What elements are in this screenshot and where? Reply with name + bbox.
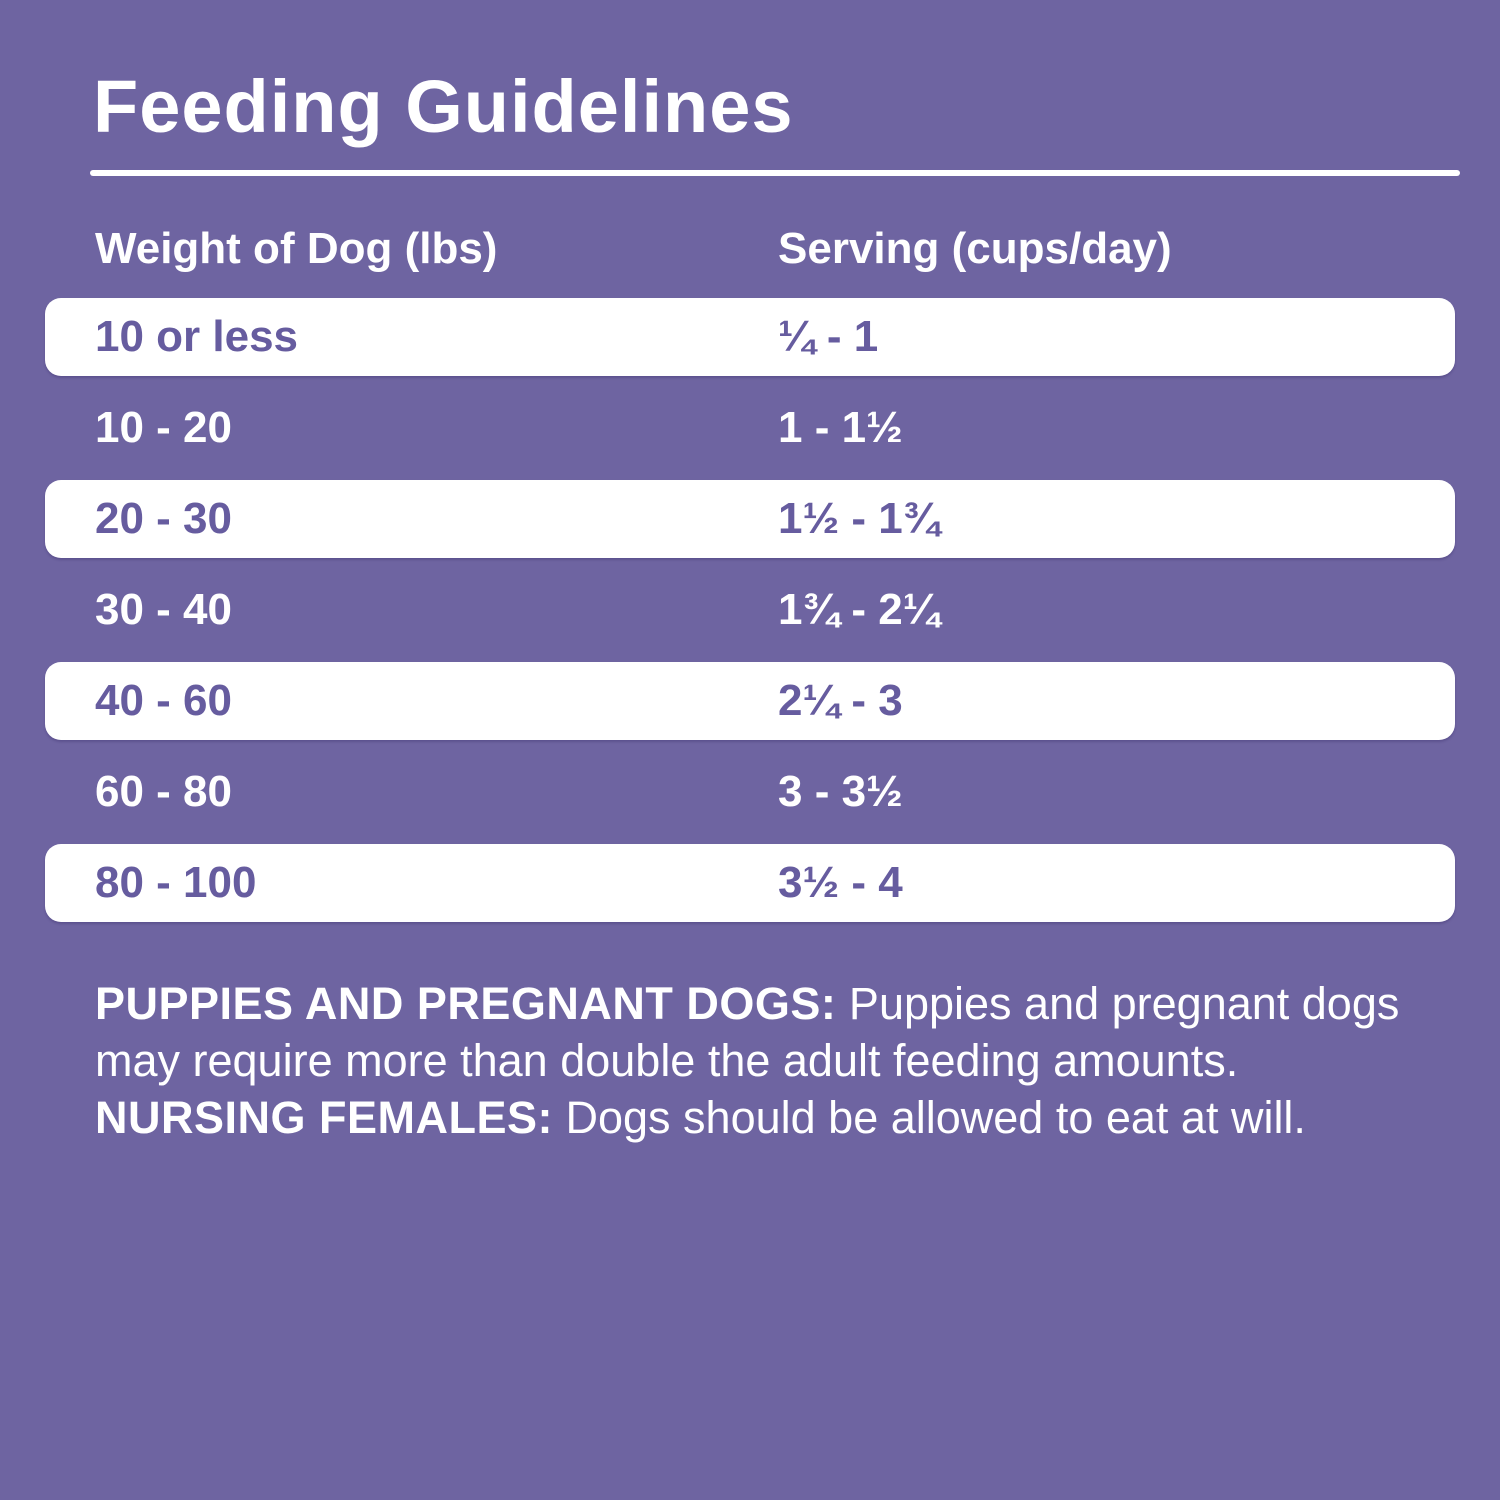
weight-cell: 60 - 80: [95, 767, 232, 816]
weight-cell: 20 - 30: [95, 494, 232, 543]
column-header-weight: Weight of Dog (lbs): [95, 224, 498, 273]
table-row: 10 - 20 1 - 1½: [45, 389, 1455, 467]
column-header-serving: Serving (cups/day): [778, 224, 1172, 273]
weight-cell: 80 - 100: [95, 858, 257, 907]
serving-cell: 3 - 3½: [778, 767, 903, 816]
weight-cell: 30 - 40: [95, 585, 232, 634]
table-header-row: Weight of Dog (lbs) Serving (cups/day): [0, 224, 1500, 274]
serving-cell: 1¾ - 2¼: [778, 585, 940, 634]
serving-cell: 3½ - 4: [778, 858, 903, 907]
serving-cell: ¼ - 1: [778, 312, 879, 361]
serving-cell: 1 - 1½: [778, 403, 903, 452]
table-row: 80 - 100 3½ - 4: [45, 844, 1455, 922]
weight-cell: 10 or less: [95, 312, 299, 361]
title-divider: [90, 170, 1460, 176]
feeding-table: 10 or less ¼ - 1 10 - 20 1 - 1½ 20 - 30 …: [45, 298, 1455, 935]
notes-text-puppies: Puppies and pregnant dogs may require mo…: [95, 978, 1400, 1086]
page-title: Feeding Guidelines: [93, 65, 794, 148]
table-row: 30 - 40 1¾ - 2¼: [45, 571, 1455, 649]
notes-label-puppies: PUPPIES AND PREGNANT DOGS:: [95, 978, 837, 1029]
table-row: 40 - 60 2¼ - 3: [45, 662, 1455, 740]
notes-label-nursing: NURSING FEMALES:: [95, 1092, 553, 1143]
table-row: 10 or less ¼ - 1: [45, 298, 1455, 376]
weight-cell: 10 - 20: [95, 403, 232, 452]
weight-cell: 40 - 60: [95, 676, 232, 725]
serving-cell: 2¼ - 3: [778, 676, 903, 725]
table-row: 20 - 30 1½ - 1¾: [45, 480, 1455, 558]
table-row: 60 - 80 3 - 3½: [45, 753, 1455, 831]
notes-text-nursing: Dogs should be allowed to eat at will.: [553, 1092, 1306, 1143]
serving-cell: 1½ - 1¾: [778, 494, 940, 543]
feeding-notes: PUPPIES AND PREGNANT DOGS: Puppies and p…: [95, 975, 1425, 1146]
